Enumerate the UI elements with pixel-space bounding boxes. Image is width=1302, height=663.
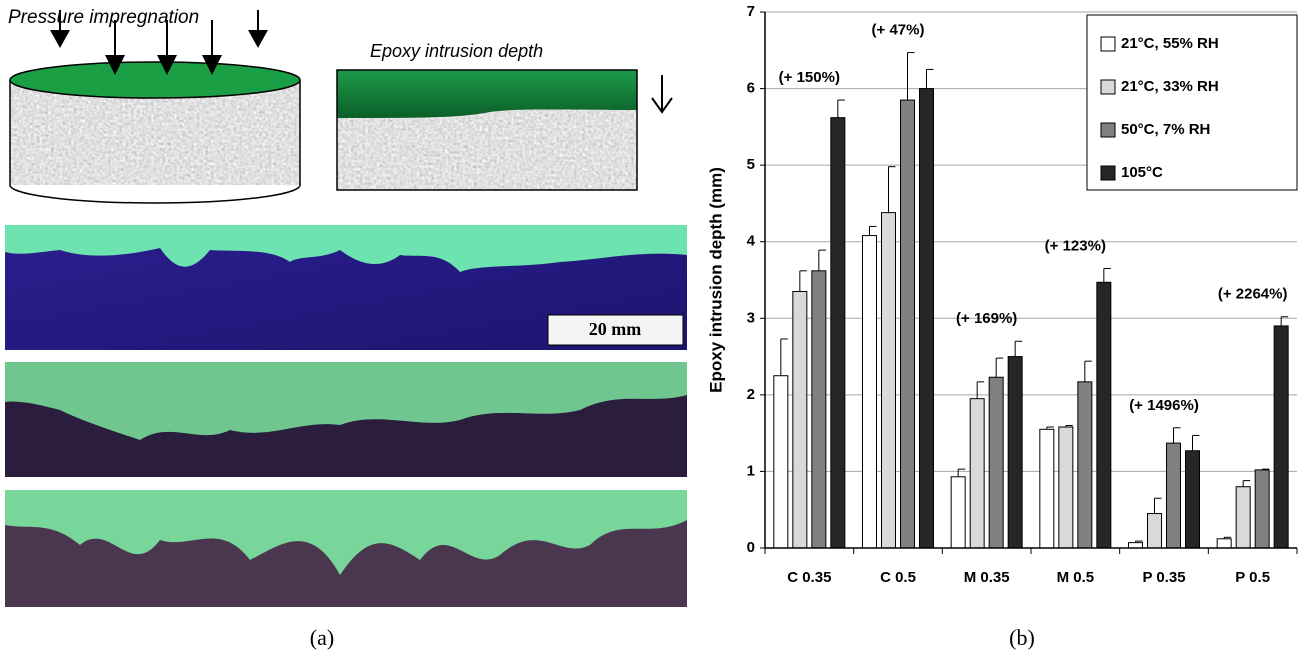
bar	[1166, 442, 1181, 549]
caption-a: (a)	[310, 625, 334, 650]
bar	[1039, 428, 1055, 549]
epoxy-layer	[337, 70, 637, 118]
x-tick-label: C 0.35	[787, 569, 831, 586]
bar	[988, 376, 1004, 549]
bar	[1147, 513, 1162, 549]
y-tick-label: 6	[747, 80, 755, 97]
bar	[881, 212, 896, 549]
legend-box	[1086, 14, 1298, 191]
cylinder-outline	[9, 80, 301, 204]
y-tick-label: 7	[747, 3, 755, 20]
block-outline	[336, 69, 638, 191]
legend-swatch	[1100, 122, 1116, 138]
x-tick-label: M 0.5	[1057, 569, 1095, 586]
scale-bar: 20 mm	[589, 319, 642, 339]
label-pressure: Pressure impregnation	[8, 7, 199, 28]
x-tick-label: C 0.5	[880, 569, 916, 586]
legend-swatch	[1100, 36, 1116, 52]
y-tick-label: 5	[747, 156, 755, 173]
bar	[1007, 356, 1023, 549]
y-axis-title: Epoxy intrusion depth (mm)	[706, 167, 725, 393]
bar	[792, 290, 808, 549]
cylinder-top	[9, 61, 301, 99]
legend-label: 21°C, 33% RH	[1121, 78, 1219, 95]
bar	[811, 270, 827, 549]
bar	[1128, 542, 1143, 549]
annotation: (+ 47%)	[872, 22, 925, 39]
caption-b: (b)	[1009, 625, 1035, 650]
annotation: (+ 123%)	[1045, 237, 1106, 254]
bar	[1096, 281, 1112, 549]
bar	[1235, 486, 1251, 549]
photo-1-epoxy	[5, 225, 687, 272]
y-tick-label: 2	[747, 386, 755, 403]
legend-label: 21°C, 55% RH	[1121, 35, 1219, 52]
photo-3-epoxy	[5, 490, 687, 575]
y-tick-label: 3	[747, 309, 755, 326]
legend-swatch	[1100, 165, 1116, 181]
legend-swatch	[1100, 79, 1116, 95]
bar	[1216, 538, 1232, 549]
bar	[1273, 325, 1289, 549]
legend-label: 105°C	[1121, 164, 1163, 181]
bar	[862, 235, 877, 549]
y-tick-label: 0	[747, 539, 755, 556]
label-depth: Epoxy intrusion depth	[370, 41, 543, 61]
x-tick-label: P 0.35	[1142, 569, 1185, 586]
y-tick-label: 4	[747, 233, 756, 250]
bar	[1185, 450, 1200, 549]
bar	[900, 99, 915, 549]
scale-bar-box	[547, 314, 684, 346]
bar	[919, 88, 934, 549]
x-tick-label: P 0.5	[1235, 569, 1270, 586]
arrow-heads	[50, 30, 268, 75]
photo-2-epoxy	[5, 362, 687, 440]
bar	[950, 476, 966, 549]
bar	[1077, 381, 1093, 549]
bar	[969, 398, 985, 549]
x-tick-label: M 0.35	[964, 569, 1010, 586]
bar	[1058, 426, 1074, 549]
annotation: (+ 1496%)	[1129, 397, 1199, 414]
panel-a: Pressure impregnation Epoxy intrusion de…	[5, 7, 687, 650]
bar	[830, 117, 846, 549]
y-tick-label: 1	[747, 462, 755, 479]
bar	[773, 375, 789, 549]
bar	[1254, 469, 1270, 549]
legend-label: 50°C, 7% RH	[1121, 121, 1210, 138]
annotation: (+ 2264%)	[1218, 286, 1288, 303]
annotation: (+ 150%)	[779, 69, 840, 86]
annotation: (+ 169%)	[956, 310, 1017, 327]
depth-arrow	[651, 75, 673, 114]
